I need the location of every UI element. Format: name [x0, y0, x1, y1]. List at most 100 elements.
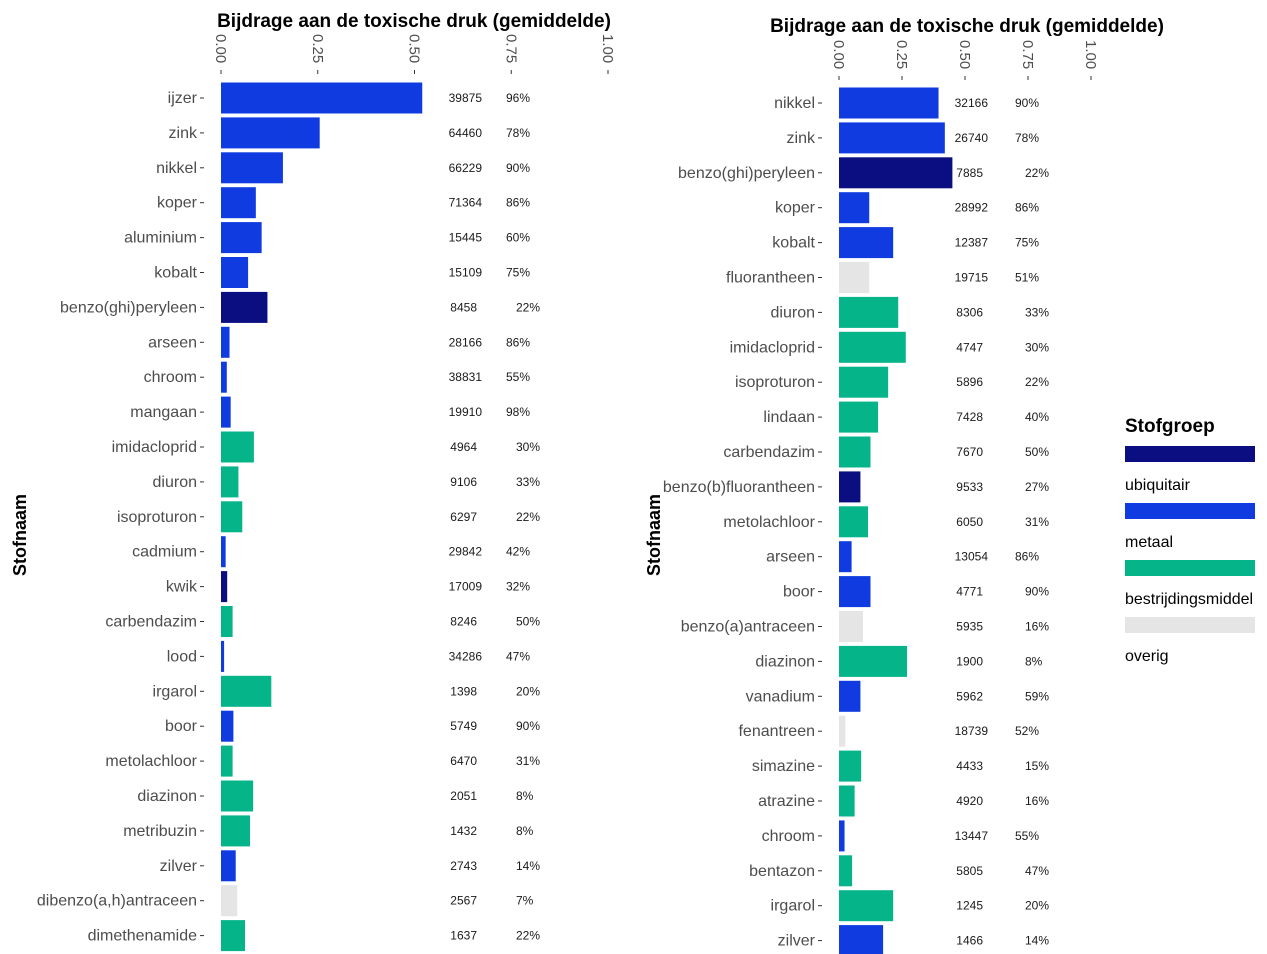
bar-count-label: 64460	[449, 126, 483, 140]
category-label: zink	[787, 130, 816, 147]
category-label: imidacloprid	[112, 439, 197, 456]
bar-count-label: 8246	[450, 615, 477, 629]
category-label: benzo(ghi)peryleen	[60, 299, 197, 316]
category-label: dibenzo(a,h)antraceen	[37, 893, 197, 910]
bar-percent-label: 96%	[506, 91, 530, 105]
category-label: chroom	[144, 369, 197, 386]
legend-title: Stofgroep	[1125, 416, 1215, 437]
bar-count-label: 4964	[450, 440, 477, 454]
bar-percent-label: 55%	[1015, 829, 1039, 843]
bar-count-label: 5805	[956, 864, 983, 878]
bar-percent-label: 27%	[1025, 480, 1049, 494]
category-label: mangaan	[130, 404, 197, 421]
bar-percent-label: 16%	[1025, 620, 1049, 634]
x-tick-label: 0.25	[893, 40, 910, 69]
bar	[839, 541, 852, 573]
bar-percent-label: 75%	[506, 266, 530, 280]
category-label: metribuzin	[123, 823, 197, 840]
bar	[839, 890, 894, 922]
bar	[839, 645, 908, 677]
bar	[839, 296, 899, 328]
bar-count-label: 8306	[956, 305, 983, 319]
chart-title: Bijdrage aan de toxische druk (gemiddeld…	[217, 11, 611, 32]
bar	[221, 850, 236, 882]
bar-count-label: 17009	[449, 580, 483, 594]
x-tick-label: 0.50	[406, 34, 423, 63]
bar-count-label: 1466	[956, 934, 983, 948]
bar-percent-label: 8%	[516, 824, 534, 838]
category-label: kobalt	[772, 235, 815, 252]
bar	[839, 611, 863, 642]
bar-count-label: 9106	[450, 475, 477, 489]
category-label: diuron	[771, 304, 815, 321]
category-label: ijzer	[168, 90, 198, 107]
bar-percent-label: 52%	[1015, 724, 1039, 738]
bar	[221, 466, 239, 498]
category-label: irgarol	[153, 683, 197, 700]
bar-count-label: 2567	[450, 894, 477, 908]
bar-count-label: 1432	[450, 824, 477, 838]
bar-percent-label: 55%	[506, 370, 530, 384]
bar-percent-label: 31%	[1025, 515, 1049, 529]
x-tick-label: 0.50	[956, 40, 973, 69]
category-label: atrazine	[758, 793, 815, 810]
bar-percent-label: 59%	[1025, 689, 1049, 703]
category-label: aluminium	[124, 230, 197, 247]
y-axis-label: Stofnaam	[10, 494, 30, 576]
bar	[221, 885, 238, 917]
category-label: lindaan	[763, 409, 815, 426]
bar-count-label: 13447	[955, 829, 989, 843]
bar	[221, 82, 423, 114]
bar-count-label: 7428	[956, 410, 983, 424]
y-axis-label: Stofnaam	[644, 494, 664, 576]
bar	[839, 925, 884, 954]
bar-count-label: 5962	[956, 689, 983, 703]
bar-count-label: 6050	[956, 515, 983, 529]
bar-percent-label: 14%	[516, 859, 540, 873]
category-label: fluorantheen	[726, 270, 815, 287]
bar-count-label: 13054	[955, 550, 989, 564]
bar-percent-label: 22%	[516, 300, 540, 314]
bar-percent-label: 20%	[516, 684, 540, 698]
bar-percent-label: 20%	[1025, 899, 1049, 913]
bar-count-label: 9533	[956, 480, 983, 494]
category-label: cadmium	[132, 544, 197, 561]
category-label: diazinon	[137, 788, 197, 805]
bar-percent-label: 30%	[516, 440, 540, 454]
legend-swatch	[1125, 560, 1255, 576]
bar-percent-label: 40%	[1025, 410, 1049, 424]
bar-percent-label: 60%	[506, 231, 530, 245]
bar-percent-label: 7%	[516, 894, 534, 908]
bar-count-label: 19910	[449, 405, 483, 419]
category-label: isoproturon	[117, 509, 197, 526]
bar	[221, 536, 226, 568]
bar-count-label: 8458	[450, 300, 477, 314]
bar-count-label: 7885	[956, 166, 983, 180]
bar	[221, 606, 233, 637]
bar-count-label: 66229	[449, 161, 483, 175]
bar	[221, 326, 230, 358]
category-label: benzo(a)antraceen	[681, 619, 815, 636]
chart-title: Bijdrage aan de toxische druk (gemiddeld…	[770, 16, 1164, 37]
bar	[839, 157, 953, 189]
category-label: zilver	[778, 933, 816, 950]
bar-percent-label: 33%	[1025, 305, 1049, 319]
bar-count-label: 5896	[956, 375, 983, 389]
category-label: boor	[783, 584, 816, 601]
bar-percent-label: 78%	[1015, 131, 1039, 145]
category-label: zilver	[160, 858, 198, 875]
category-label: arseen	[148, 334, 197, 351]
bar	[221, 501, 243, 533]
category-label: zink	[169, 125, 198, 142]
bar-percent-label: 8%	[516, 789, 534, 803]
bar-count-label: 32166	[955, 96, 989, 110]
bar	[839, 506, 868, 538]
legend-swatch	[1125, 503, 1255, 519]
bar	[839, 366, 889, 398]
x-tick-label: 0.25	[309, 34, 326, 63]
category-label: diuron	[153, 474, 197, 491]
bar	[221, 187, 256, 219]
bar	[221, 257, 249, 288]
bar	[221, 710, 234, 742]
bar-count-label: 2743	[450, 859, 477, 873]
